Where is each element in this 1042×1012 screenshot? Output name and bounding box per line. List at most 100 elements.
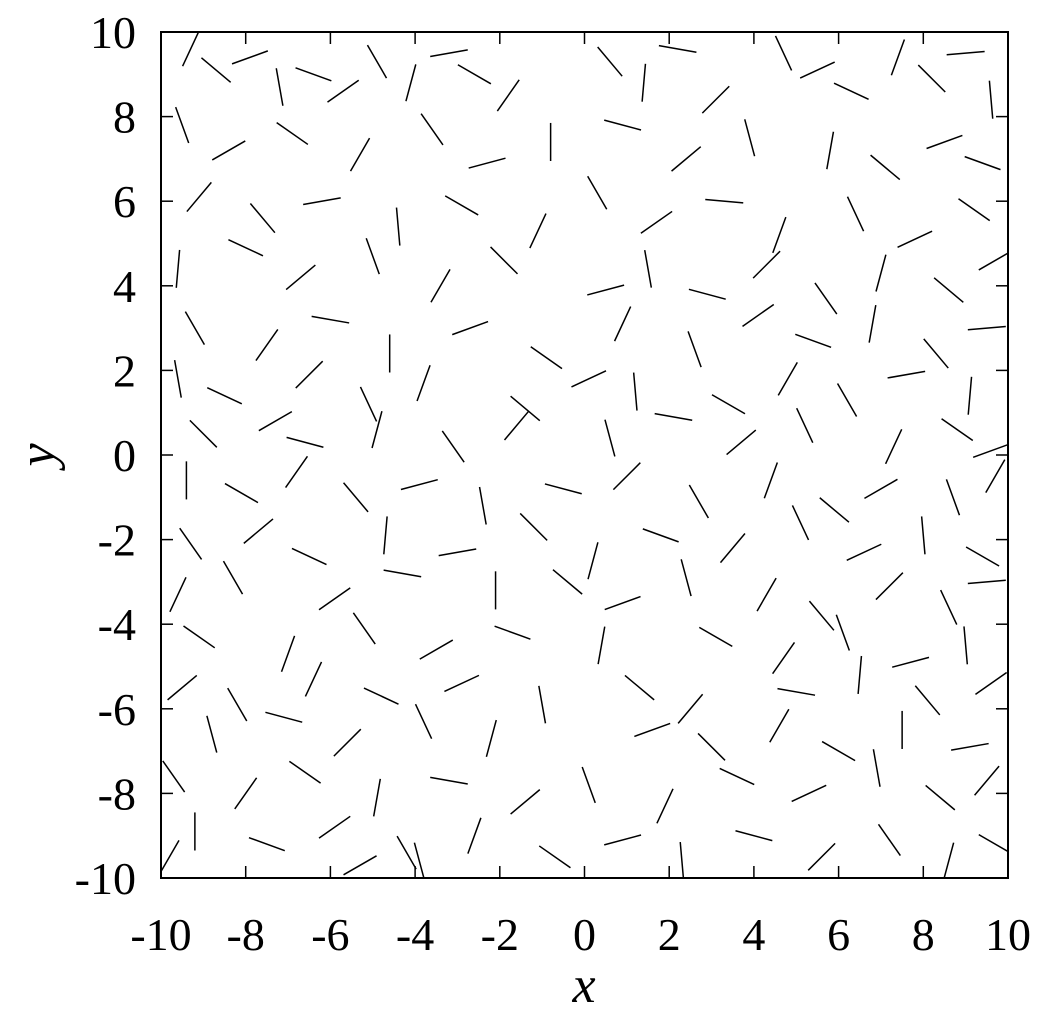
segment-121 <box>520 513 547 540</box>
segment-58 <box>753 251 780 278</box>
segment-143 <box>282 636 295 672</box>
segment-53 <box>431 269 450 302</box>
segment-84 <box>712 395 745 414</box>
segment-89 <box>190 420 217 447</box>
segment-41 <box>530 214 546 249</box>
segment-118 <box>292 548 327 564</box>
x-tick-label: -6 <box>311 909 349 960</box>
segment-36 <box>187 182 211 211</box>
segment-170 <box>634 723 670 736</box>
segment-122 <box>588 542 598 579</box>
segment-44 <box>705 200 743 203</box>
segment-52 <box>366 238 379 274</box>
segment-176 <box>163 761 185 792</box>
segment-128 <box>966 547 999 566</box>
segment-51 <box>286 265 315 289</box>
segment-34 <box>927 135 963 148</box>
segment-14 <box>702 86 729 113</box>
segment-158 <box>539 686 546 723</box>
segment-50 <box>228 240 263 256</box>
x-tick-label: 10 <box>985 909 1031 960</box>
segment-130 <box>223 561 242 594</box>
segment-47 <box>898 231 933 247</box>
segment-197 <box>735 831 772 841</box>
segment-109 <box>613 463 640 490</box>
segment-169 <box>486 720 496 757</box>
segment-107 <box>480 487 487 524</box>
segment-112 <box>820 498 849 522</box>
y-tick-label: 0 <box>113 430 136 481</box>
segment-15 <box>775 36 791 71</box>
segment-75 <box>968 326 1006 329</box>
segment-78 <box>296 361 323 388</box>
segment-135 <box>605 597 641 610</box>
segment-188 <box>975 766 999 795</box>
segment-156 <box>364 688 399 704</box>
segment-24 <box>277 123 308 145</box>
segment-110 <box>689 485 708 518</box>
segment-20 <box>947 51 985 54</box>
segment-10 <box>497 80 519 111</box>
segment-139 <box>876 573 903 600</box>
segment-163 <box>915 686 939 715</box>
segment-181 <box>511 790 540 814</box>
y-axis-label: y <box>9 443 66 472</box>
segment-64 <box>256 329 278 360</box>
segment-140 <box>941 590 957 625</box>
segment-80 <box>417 365 430 401</box>
segment-30 <box>672 147 701 171</box>
segment-152 <box>964 626 967 664</box>
segment-144 <box>353 613 375 644</box>
segment-29 <box>604 120 641 130</box>
segment-63 <box>185 312 204 345</box>
segment-82 <box>571 371 606 387</box>
segment-94 <box>504 411 528 440</box>
segment-151 <box>892 657 929 667</box>
segment-54 <box>491 247 518 274</box>
y-tick-label: -8 <box>98 768 136 819</box>
segment-178 <box>289 761 320 783</box>
segment-103 <box>225 484 258 503</box>
x-tick-label: 0 <box>573 909 596 960</box>
segment-115 <box>986 460 1005 493</box>
y-tick-label: 2 <box>113 345 136 396</box>
segment-108 <box>545 484 582 494</box>
segment-117 <box>244 519 273 543</box>
segment-124 <box>720 533 744 562</box>
segment-3 <box>276 68 283 105</box>
segment-9 <box>458 65 491 84</box>
plot-frame <box>161 32 1008 878</box>
segment-149 <box>773 642 795 673</box>
segment-201 <box>979 835 1012 854</box>
segment-193 <box>468 818 481 854</box>
segment-67 <box>452 322 488 335</box>
segment-25 <box>351 138 370 171</box>
segment-175 <box>951 744 989 751</box>
segment-43 <box>641 211 672 233</box>
x-tick-label: -8 <box>227 909 265 960</box>
y-tick-label: 6 <box>113 176 136 227</box>
segment-146 <box>495 626 531 639</box>
segment-99 <box>886 429 902 464</box>
segment-16 <box>800 62 835 78</box>
segment-106 <box>401 480 438 490</box>
x-axis-label: x <box>571 957 595 1012</box>
segment-157 <box>444 675 479 691</box>
segment-104 <box>286 456 308 487</box>
segment-196 <box>680 842 683 880</box>
segment-129 <box>170 577 186 612</box>
segment-37 <box>250 204 274 233</box>
segment-195 <box>604 835 641 845</box>
segment-202 <box>344 856 377 875</box>
segment-200 <box>944 843 954 880</box>
segment-198 <box>808 843 835 870</box>
segment-12 <box>642 64 645 102</box>
y-tick-label: 10 <box>90 7 136 58</box>
x-tick-label: 4 <box>742 909 765 960</box>
segment-172 <box>770 709 789 742</box>
y-tick-label: 8 <box>113 92 136 143</box>
segment-190 <box>249 838 285 851</box>
segment-155 <box>305 662 321 697</box>
segment-119 <box>384 516 387 554</box>
